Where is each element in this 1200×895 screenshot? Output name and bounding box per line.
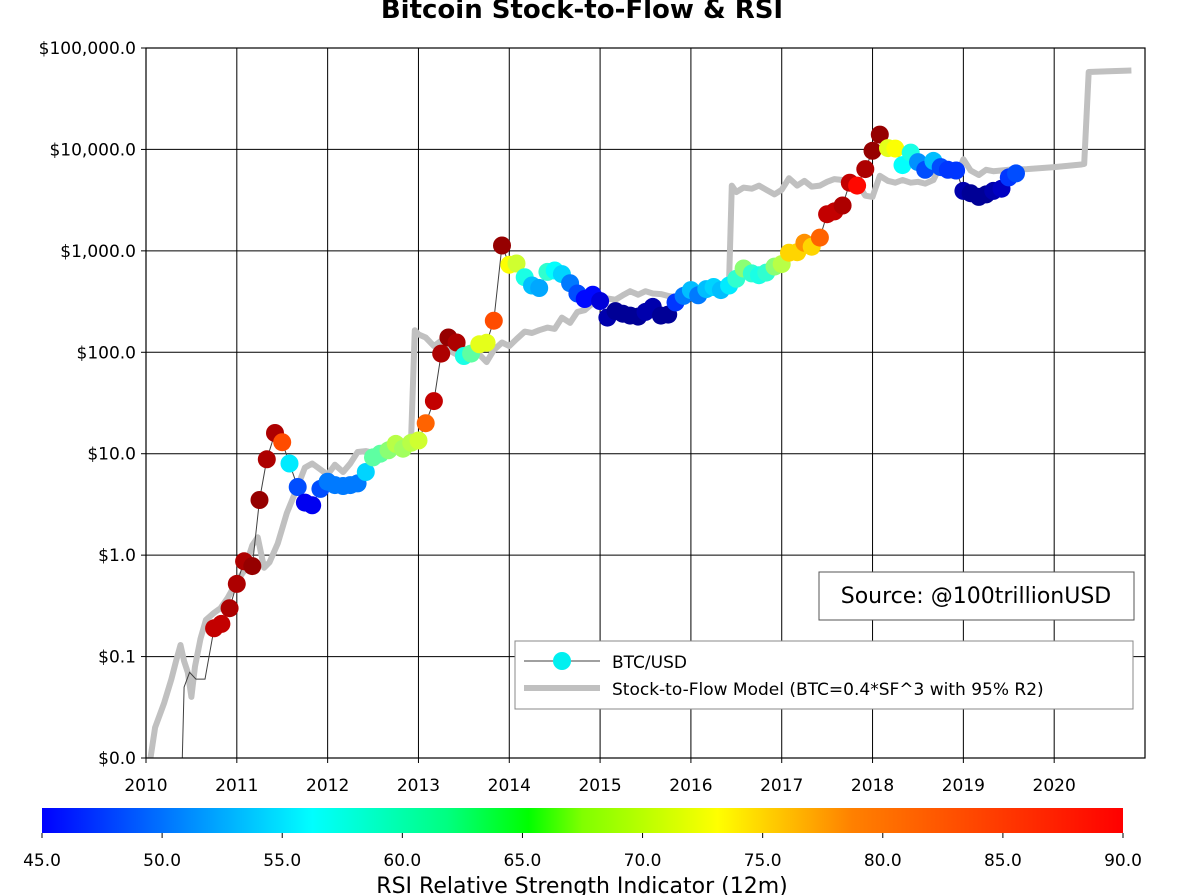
x-tick-label: 2012 xyxy=(306,776,349,796)
colorbar xyxy=(42,808,1123,833)
colorbar-tick-label: 85.0 xyxy=(984,851,1022,871)
btc-rsi-marker xyxy=(530,279,549,297)
btc-rsi-marker xyxy=(810,228,829,247)
y-tick-label: $1.0 xyxy=(98,546,136,566)
btc-rsi-marker xyxy=(424,392,443,411)
btc-rsi-marker xyxy=(447,333,466,352)
colorbar-tick-label: 55.0 xyxy=(263,851,301,871)
btc-rsi-marker xyxy=(856,160,875,179)
legend-box xyxy=(514,640,1134,710)
x-tick-label: 2018 xyxy=(851,776,894,796)
y-axis-ticks: $0.0 $0.1 $1.0 $10.0 $100.0 $1,000.0 $10,000.0… xyxy=(39,39,146,769)
btc-rsi-marker xyxy=(280,454,299,473)
y-tick-label: $10.0 xyxy=(87,445,136,465)
btc-rsi-marker xyxy=(303,496,322,515)
btc-rsi-marker xyxy=(493,236,511,255)
colorbar-tick-label: 45.0 xyxy=(23,851,61,871)
legend-btc-marker xyxy=(553,652,571,670)
btc-rsi-marker xyxy=(220,599,239,618)
grid xyxy=(145,47,1145,759)
x-tick-label: 2020 xyxy=(1033,776,1076,796)
x-axis-ticks: 2010 2011 2012 2013 2014 2015 2016 2017 2018 2019… xyxy=(124,758,1076,796)
x-tick-label: 2015 xyxy=(578,776,621,796)
colorbar-tick-label: 75.0 xyxy=(744,851,782,871)
btc-rsi-marker xyxy=(833,196,852,215)
btc-rsi-markers xyxy=(205,125,1025,638)
y-tick-label: $10,000.0 xyxy=(49,140,136,160)
colorbar-label: RSI Relative Strength Indicator (12m) xyxy=(376,874,787,895)
colorbar-tick-label: 50.0 xyxy=(143,851,181,871)
x-tick-label: 2013 xyxy=(397,776,440,796)
btc-rsi-marker xyxy=(416,414,435,433)
x-tick-label: 2014 xyxy=(488,776,531,796)
y-tick-label: $100.0 xyxy=(77,343,136,363)
colorbar-tick-label: 80.0 xyxy=(864,851,902,871)
btc-rsi-marker xyxy=(243,557,262,576)
x-tick-label: 2017 xyxy=(760,776,803,796)
btc-rsi-marker xyxy=(591,292,610,310)
btc-rsi-marker xyxy=(1007,164,1025,183)
btc-rsi-marker xyxy=(870,125,889,144)
btc-rsi-marker xyxy=(848,176,867,195)
btc-rsi-marker xyxy=(356,463,375,481)
source-box: Source: @100trillionUSD xyxy=(818,571,1135,621)
btc-rsi-marker xyxy=(257,450,276,469)
btc-rsi-marker xyxy=(409,431,428,450)
x-tick-label: 2016 xyxy=(669,776,712,796)
y-tick-label: $0.1 xyxy=(98,648,136,668)
btc-rsi-marker xyxy=(212,614,231,633)
btc-rsi-marker xyxy=(863,141,882,160)
btc-rsi-marker xyxy=(507,254,526,273)
chart-title: Bitcoin Stock-to-Flow & RSI xyxy=(381,0,783,25)
legend-item-s2f: Stock-to-Flow Model (BTC=0.4*SF^3 with 9… xyxy=(612,680,1044,700)
btc-rsi-marker xyxy=(477,333,496,352)
btc-rsi-marker xyxy=(886,139,905,158)
colorbar-ticks: 45.0 50.0 55.0 60.0 65.0 70.0 75.0 80.0 85.0 90.0 xyxy=(23,833,1142,871)
colorbar-tick-label: 65.0 xyxy=(504,851,542,871)
y-tick-label: $0.0 xyxy=(98,749,136,769)
x-tick-label: 2010 xyxy=(124,776,167,796)
btc-rsi-marker xyxy=(273,433,292,452)
x-tick-label: 2011 xyxy=(215,776,258,796)
y-tick-label: $1,000.0 xyxy=(60,242,136,262)
btc-rsi-marker xyxy=(432,344,451,363)
source-text: Source: @100trillionUSD xyxy=(841,584,1112,609)
btc-rsi-marker xyxy=(288,478,307,496)
btc-rsi-marker xyxy=(947,161,966,180)
btc-rsi-marker xyxy=(250,491,269,509)
legend-item-btc: BTC/USD xyxy=(612,653,687,673)
btc-rsi-marker xyxy=(484,311,503,330)
plot-frame xyxy=(145,47,1146,759)
colorbar-tick-label: 90.0 xyxy=(1104,851,1142,871)
colorbar-tick-label: 70.0 xyxy=(624,851,662,871)
colorbar-tick-label: 60.0 xyxy=(383,851,421,871)
legend: BTC/USD Stock-to-Flow Model (BTC=0.4*SF^… xyxy=(514,640,1134,710)
y-tick-label: $100,000.0 xyxy=(39,39,136,59)
btc-rsi-marker xyxy=(227,574,246,593)
x-tick-label: 2019 xyxy=(942,776,985,796)
